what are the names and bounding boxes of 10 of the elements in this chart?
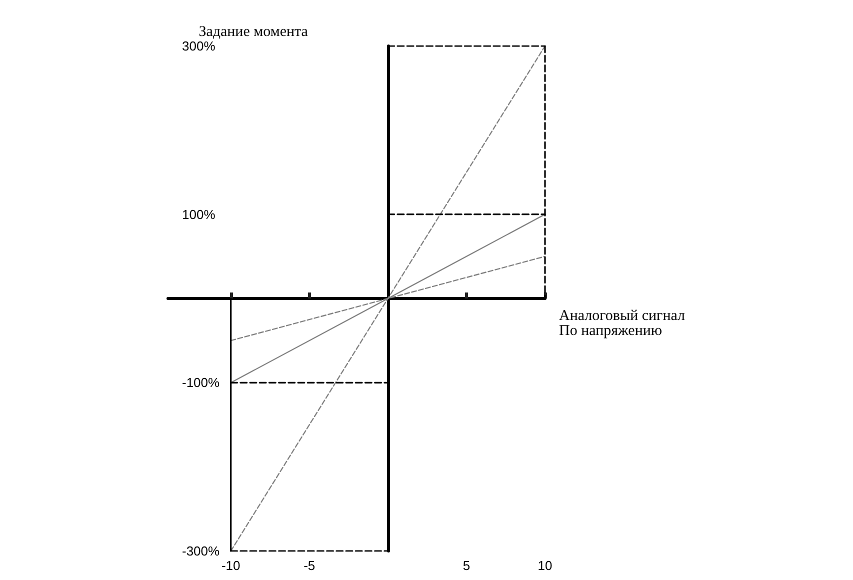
x-tick-label: -5 [304, 558, 316, 573]
x-axis-title: Аналоговый сигнал По напряжению [559, 308, 686, 339]
y-tick-label: 300% [182, 38, 216, 54]
y-tick-label: 100% [182, 206, 216, 222]
y-tick-label: -300% [182, 544, 220, 558]
y-axis-title: Задание момента [198, 24, 308, 40]
y-tick-label: -100% [182, 375, 220, 390]
x-tick-label: -10 [221, 558, 240, 573]
x-tick-label: 10 [538, 558, 552, 573]
x-tick-label: 5 [462, 558, 470, 573]
